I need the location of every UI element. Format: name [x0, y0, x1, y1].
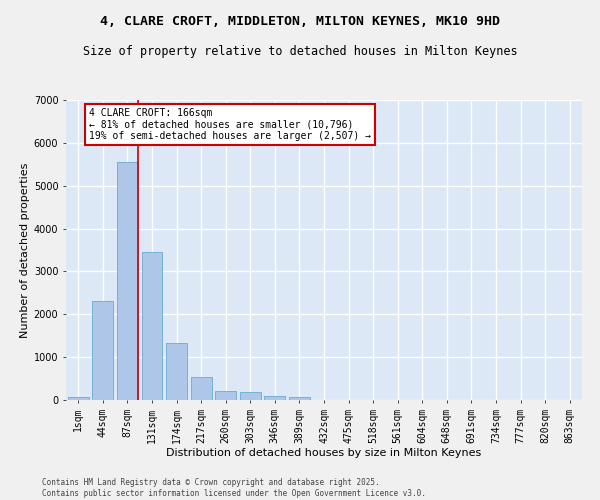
Bar [166, 344, 187, 400]
Bar [215, 391, 236, 400]
Bar [142, 252, 163, 400]
Bar [289, 398, 310, 400]
Bar [191, 378, 212, 400]
Text: 4, CLARE CROFT, MIDDLETON, MILTON KEYNES, MK10 9HD: 4, CLARE CROFT, MIDDLETON, MILTON KEYNES… [100, 15, 500, 28]
Bar [265, 396, 286, 400]
Text: Size of property relative to detached houses in Milton Keynes: Size of property relative to detached ho… [83, 45, 517, 58]
Bar [240, 392, 261, 400]
Bar [117, 162, 138, 400]
Y-axis label: Number of detached properties: Number of detached properties [20, 162, 29, 338]
Bar [92, 302, 113, 400]
Text: Contains HM Land Registry data © Crown copyright and database right 2025.
Contai: Contains HM Land Registry data © Crown c… [42, 478, 426, 498]
Text: 4 CLARE CROFT: 166sqm
← 81% of detached houses are smaller (10,796)
19% of semi-: 4 CLARE CROFT: 166sqm ← 81% of detached … [89, 108, 371, 141]
Bar [68, 397, 89, 400]
X-axis label: Distribution of detached houses by size in Milton Keynes: Distribution of detached houses by size … [166, 448, 482, 458]
